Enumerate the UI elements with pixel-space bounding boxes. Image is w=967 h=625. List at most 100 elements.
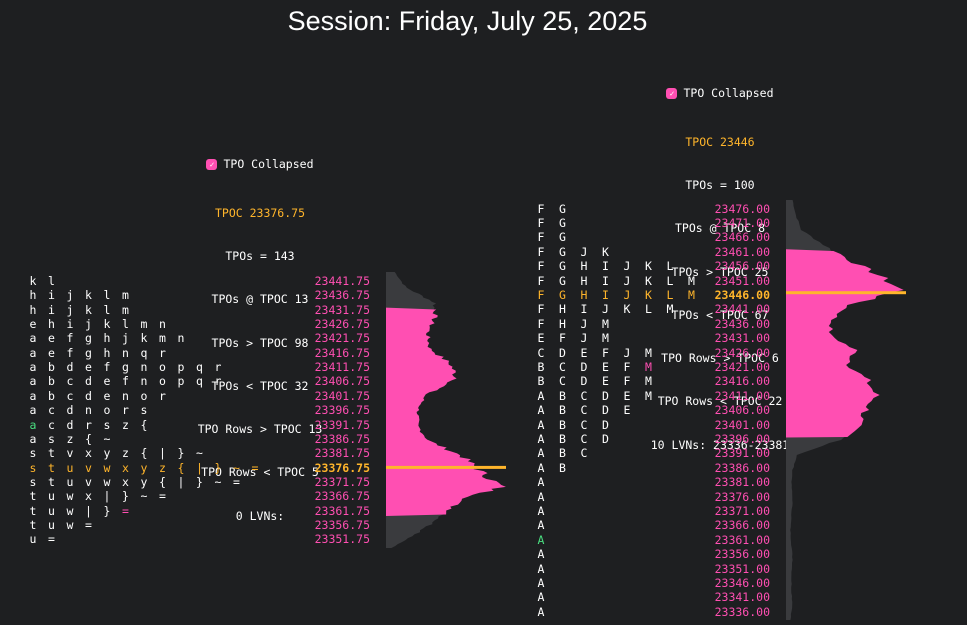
right-tpo-letter: B bbox=[559, 417, 566, 432]
left-tpo-letter: o bbox=[103, 403, 111, 418]
left-tpo-letter: z bbox=[122, 417, 129, 432]
left-tpo-letter: = bbox=[233, 474, 240, 489]
right-tpo-letter: F bbox=[623, 359, 631, 374]
left-tpo-letter: r bbox=[159, 345, 166, 360]
session-title: Session: Friday, July 25, 2025 bbox=[287, 6, 648, 36]
left-tpo-letter: { bbox=[140, 446, 148, 461]
right-tpo-letter: M bbox=[602, 316, 609, 331]
right-tpo-letter: C bbox=[559, 359, 566, 374]
right-price-label: 23466.00 bbox=[714, 230, 770, 245]
left-price-label: 23381.75 bbox=[314, 446, 370, 461]
left-tpo-letter: a bbox=[29, 345, 37, 360]
left-tpo-letter: = bbox=[85, 517, 92, 532]
left-price-label: 23356.75 bbox=[314, 517, 370, 532]
right-tpos-above: TPOs > TPOC 25 bbox=[671, 264, 769, 279]
right-tpo-letter: C bbox=[580, 417, 588, 432]
left-tpo-letter: i bbox=[48, 302, 55, 317]
right-tpo-letter: D bbox=[559, 345, 566, 360]
right-poc-line bbox=[786, 291, 906, 295]
right-tpo-letter: D bbox=[580, 359, 588, 374]
left-tpo-letter: n bbox=[140, 374, 148, 389]
left-tpo-letter: m bbox=[140, 317, 148, 332]
left-collapse-toggle[interactable]: ✓ TPO Collapsed bbox=[160, 157, 360, 171]
left-checkbox-icon[interactable]: ✓ bbox=[206, 158, 218, 170]
left-tpo-letter: z bbox=[159, 460, 166, 475]
left-tpo-letter: m bbox=[122, 302, 129, 317]
left-volume-profile bbox=[386, 272, 506, 548]
right-tpo-letter: H bbox=[580, 259, 588, 274]
right-checkbox-icon[interactable]: ✓ bbox=[666, 87, 678, 99]
left-tpo-letter: e bbox=[85, 360, 92, 375]
left-tpo-letter: s bbox=[140, 403, 148, 418]
left-tpo-letter: a bbox=[29, 388, 37, 403]
right-tpo-letter: J bbox=[580, 244, 588, 259]
right-tpo-letter: K bbox=[645, 273, 652, 288]
left-tpo-letter: a bbox=[29, 374, 37, 389]
right-collapse-toggle[interactable]: ✓ TPO Collapsed bbox=[620, 86, 820, 100]
right-tpo-letter: J bbox=[623, 259, 631, 274]
left-tpo-letter: t bbox=[29, 517, 37, 532]
left-tpo-letter: f bbox=[66, 345, 74, 360]
left-tpo-letter: p bbox=[177, 360, 185, 375]
left-tpo-letter: x bbox=[122, 460, 129, 475]
left-tpo-letter: n bbox=[122, 388, 129, 403]
left-tpo-letter: h bbox=[103, 331, 111, 346]
right-tpo-letter: G bbox=[559, 201, 566, 216]
left-price-label: 23376.75 bbox=[314, 460, 370, 475]
right-tpo-letter: A bbox=[537, 604, 545, 619]
left-tpo-letter: g bbox=[85, 345, 92, 360]
right-price-label: 23351.00 bbox=[714, 561, 770, 576]
left-tpo-letter: c bbox=[66, 388, 74, 403]
left-tpos-above: TPOs > TPOC 98 bbox=[211, 335, 309, 350]
left-tpo-letter: k bbox=[85, 288, 92, 303]
left-tpo-letter: z bbox=[122, 446, 129, 461]
left-tpo-letter: n bbox=[177, 331, 185, 346]
left-tpo-letter: } bbox=[214, 460, 222, 475]
right-tpo-letter: A bbox=[537, 489, 545, 504]
left-tpo-letter: r bbox=[214, 360, 222, 375]
left-tpo-letter: u bbox=[29, 532, 37, 547]
right-price-label: 23346.00 bbox=[714, 575, 770, 590]
right-tpo-letter: D bbox=[602, 417, 609, 432]
left-tpo-letter: p bbox=[177, 374, 185, 389]
left-tpo-letter: } bbox=[196, 474, 203, 489]
right-profile-header: ✓ TPO Collapsed TPOC 23446 TPOs = 100 TP… bbox=[620, 57, 820, 466]
left-tpo-letter: q bbox=[196, 374, 203, 389]
right-tpo-letter: M bbox=[645, 374, 652, 389]
left-tpo-letter: z bbox=[66, 431, 74, 446]
left-tpo-letter: } bbox=[122, 489, 129, 504]
right-tpo-letter: A bbox=[537, 475, 545, 490]
right-tpo-letter: F bbox=[537, 201, 545, 216]
right-lvns: 10 LVNs: 23336-23381 bbox=[650, 437, 790, 452]
right-price-label: 23356.00 bbox=[714, 547, 770, 562]
left-tpo-letter: w bbox=[66, 517, 74, 532]
left-tpo-letter: t bbox=[29, 489, 37, 504]
left-tpo-letter: j bbox=[85, 317, 92, 332]
right-price-label: 23401.00 bbox=[714, 417, 770, 432]
right-tpo-letter: F bbox=[537, 259, 545, 274]
left-tpo-letter: y bbox=[140, 474, 148, 489]
right-tpo-letter: A bbox=[537, 547, 545, 562]
left-tpo-letter: t bbox=[48, 460, 55, 475]
right-tpo-letter: J bbox=[623, 345, 631, 360]
left-tpo-letter: t bbox=[29, 503, 37, 518]
left-tpo-letter: e bbox=[48, 331, 55, 346]
left-tpo-letter: { bbox=[140, 417, 148, 432]
right-tpo-letter: A bbox=[537, 460, 545, 475]
left-price-label: 23371.75 bbox=[314, 474, 370, 489]
right-tpo-letter: C bbox=[559, 374, 566, 389]
left-tpo-letter: = bbox=[251, 460, 259, 475]
right-tpo-letter: D bbox=[602, 403, 609, 418]
left-tpo-letter: v bbox=[85, 474, 92, 489]
left-tpo-letter: { bbox=[159, 474, 166, 489]
right-tpo-letter: I bbox=[602, 273, 609, 288]
left-lvns: 0 LVNs: bbox=[235, 508, 285, 523]
right-tpo-letter: L bbox=[666, 287, 674, 302]
left-tpo-letter: l bbox=[103, 302, 111, 317]
left-tpos-at-tpoc: TPOs @ TPOC 13 bbox=[211, 292, 309, 307]
left-tpo-letter: k bbox=[85, 302, 92, 317]
right-tpo-letter: F bbox=[537, 316, 545, 331]
left-tpo-letter: h bbox=[103, 345, 111, 360]
right-rows-below: TPO Rows < TPOC 22 bbox=[657, 394, 783, 409]
